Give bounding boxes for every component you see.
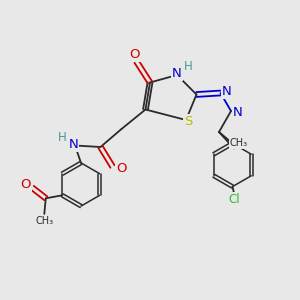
Text: O: O [116,161,127,175]
Text: H: H [184,60,193,73]
Text: N: N [233,106,242,119]
Text: CH₃: CH₃ [230,138,247,148]
Text: H: H [58,130,67,144]
Text: Cl: Cl [228,193,240,206]
Text: N: N [222,85,232,98]
Text: O: O [130,48,140,62]
Text: N: N [172,67,182,80]
Text: N: N [69,137,78,151]
Text: CH₃: CH₃ [36,216,54,226]
Text: S: S [184,115,193,128]
Text: O: O [20,178,31,191]
